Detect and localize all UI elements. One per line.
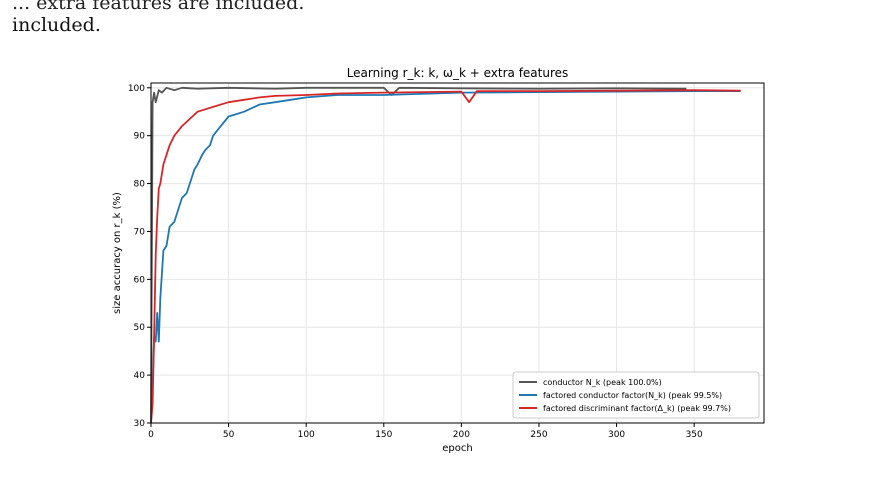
y-tick-label: 40 — [134, 371, 146, 381]
y-axis: 30 40 50 60 70 80 90 100 — [128, 84, 151, 429]
series-line-3 — [150, 89, 741, 424]
x-tick-label: 50 — [223, 430, 235, 440]
legend-box — [512, 371, 760, 419]
y-tick-label: 80 — [134, 180, 146, 190]
y-tick-label: 50 — [134, 323, 146, 333]
prose-line-included: included. — [12, 14, 101, 36]
x-axis-label: epoch — [442, 443, 472, 454]
series-line-1 — [150, 86, 687, 424]
x-tick-label: 200 — [453, 430, 470, 440]
prose-line-top: ... extra features are included. — [12, 0, 305, 14]
x-tick-label: 250 — [530, 430, 547, 440]
x-tick-label: 300 — [608, 430, 625, 440]
x-axis: 0 50 100 150 200 250 300 350 — [148, 423, 703, 440]
series-layer — [150, 86, 741, 424]
legend-label-1: conductor N_k (peak 100.0%) — [543, 378, 662, 387]
x-tick-label: 350 — [686, 430, 703, 440]
plot-frame — [150, 82, 765, 424]
legend-label-2: factored conductor factor(N_k) (peak 99.… — [543, 391, 722, 400]
grid — [150, 83, 764, 424]
x-tick-label: 0 — [148, 430, 154, 440]
x-tick-label: 150 — [375, 430, 392, 440]
x-tick-label: 100 — [298, 430, 315, 440]
y-tick-label: 30 — [134, 419, 146, 429]
y-tick-label: 90 — [134, 132, 146, 142]
y-axis-label: size accuracy on r_k (%) — [112, 192, 123, 314]
legend: conductor N_k (peak 100.0%) factored cond… — [512, 371, 760, 419]
chart-title: Learning r_k: k, ω_k + extra features — [347, 66, 569, 80]
y-tick-label: 60 — [134, 275, 146, 285]
series-line-2 — [150, 90, 741, 424]
y-tick-label: 100 — [128, 84, 145, 94]
legend-label-3: factored discriminant factor(Δ_k) (peak … — [543, 404, 731, 413]
y-tick-label: 70 — [134, 227, 146, 237]
